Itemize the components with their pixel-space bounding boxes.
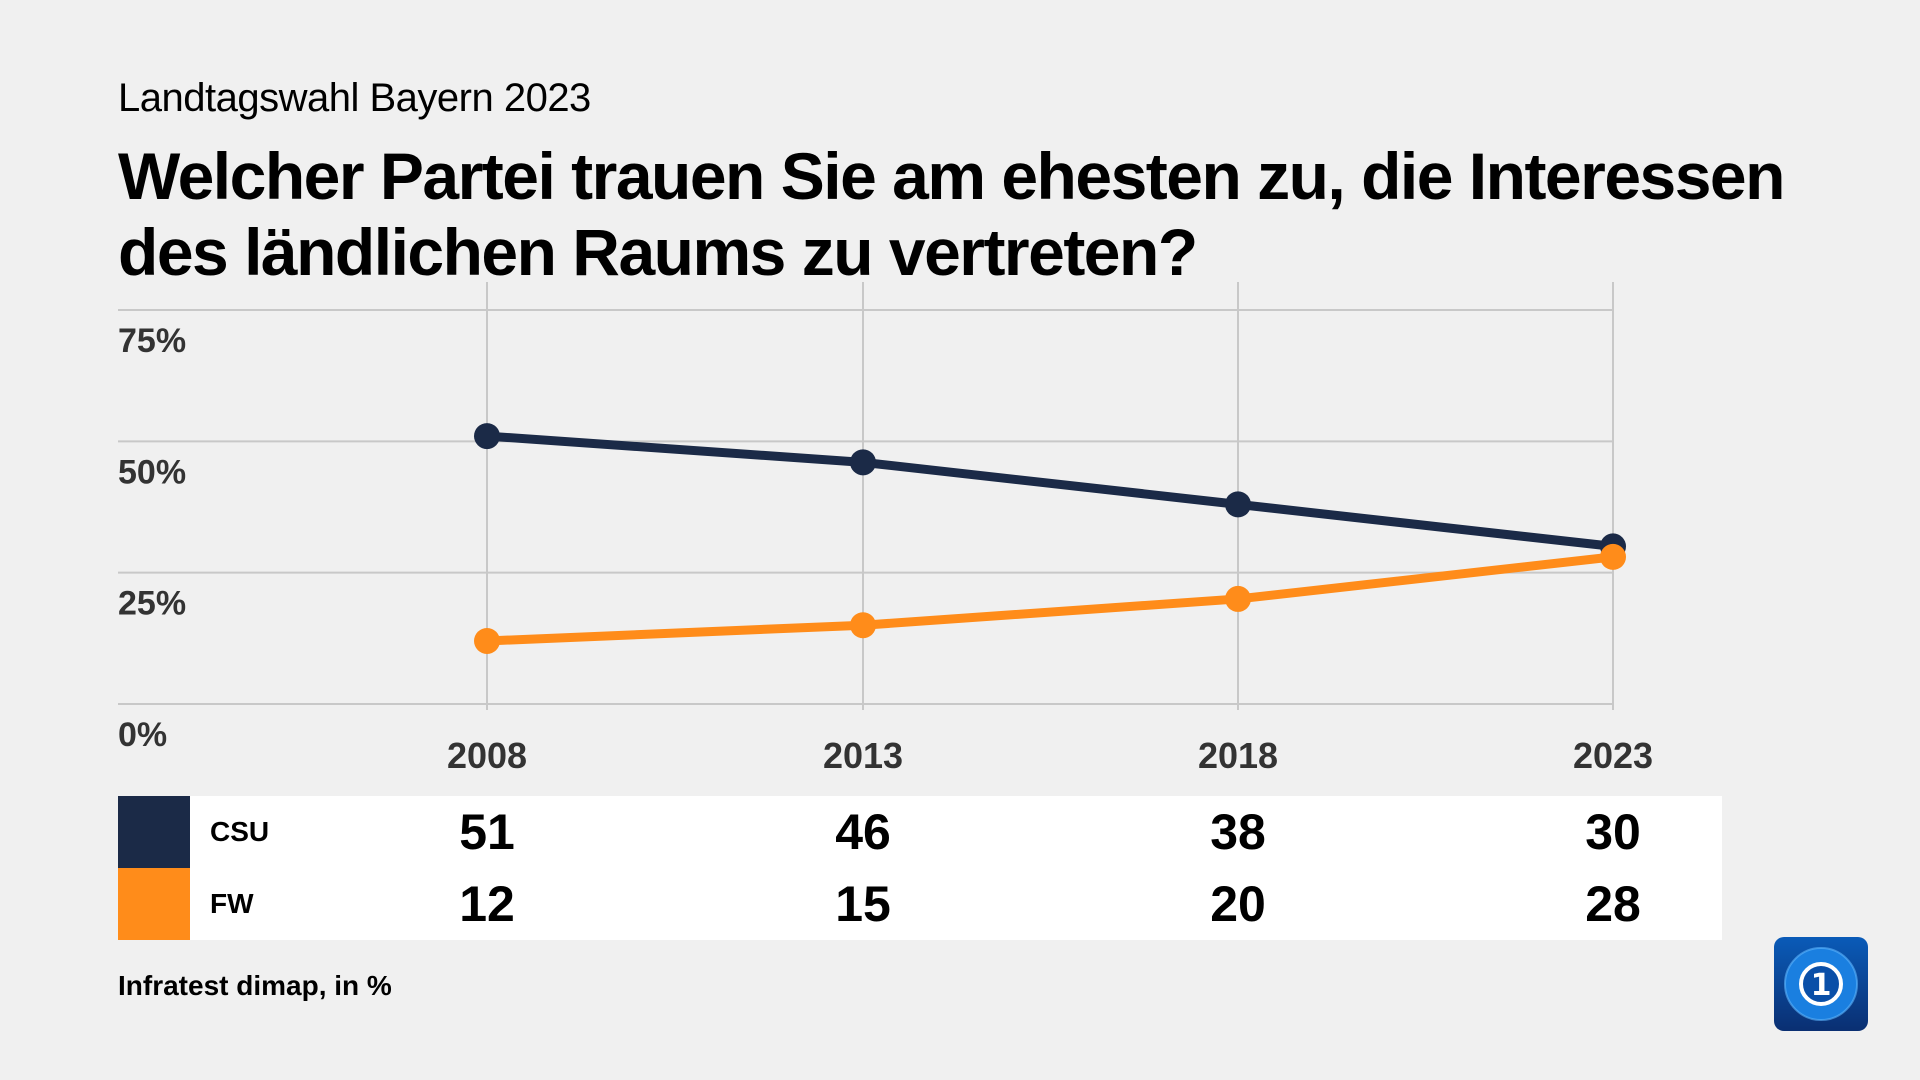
data-point-fw bbox=[850, 612, 876, 639]
y-tick-label: 25% bbox=[118, 585, 186, 623]
chart-title: Welcher Partei trauen Sie am ehesten zu,… bbox=[118, 139, 1785, 289]
tagesschau-logo: 1 bbox=[1774, 937, 1868, 1031]
chart-kicker: Landtagswahl Bayern 2023 bbox=[118, 76, 591, 120]
fw-swatch bbox=[118, 868, 190, 940]
y-tick-label: 0% bbox=[118, 716, 167, 754]
row-label: FW bbox=[210, 888, 254, 919]
series-line-fw bbox=[486, 552, 1614, 646]
cell: 28 bbox=[1585, 876, 1641, 932]
cell: 30 bbox=[1585, 804, 1641, 860]
x-tick-label: 2018 bbox=[1198, 735, 1278, 776]
data-point-fw bbox=[474, 627, 500, 654]
source-note: Infratest dimap, in % bbox=[118, 970, 392, 1001]
table-row-csu: CSU 51 46 38 30 bbox=[118, 796, 1722, 868]
data-point-csu bbox=[1225, 491, 1251, 518]
line-chart: 0% 25% 50% 75% 2008 2013 2018 2023 bbox=[118, 282, 1653, 776]
cell: 15 bbox=[835, 876, 891, 932]
cell: 20 bbox=[1210, 876, 1266, 932]
globe-icon: 1 bbox=[1784, 947, 1858, 1021]
series-line-csu bbox=[486, 431, 1614, 551]
data-point-csu bbox=[850, 449, 876, 476]
cell: 12 bbox=[459, 876, 515, 932]
data-point-csu bbox=[474, 423, 500, 450]
y-tick-label: 50% bbox=[118, 453, 186, 491]
cell: 51 bbox=[459, 804, 515, 860]
row-label: CSU bbox=[210, 816, 270, 847]
y-tick-label: 75% bbox=[118, 322, 186, 360]
data-point-fw bbox=[1225, 585, 1251, 612]
data-point-fw bbox=[1600, 543, 1626, 570]
x-tick-label: 2008 bbox=[447, 735, 527, 776]
x-tick-label: 2023 bbox=[1573, 735, 1653, 776]
cell: 46 bbox=[835, 804, 891, 860]
logo-text: 1 bbox=[1811, 968, 1832, 1003]
x-tick-label: 2013 bbox=[823, 735, 903, 776]
table-row-fw: FW 12 15 20 28 bbox=[118, 868, 1722, 940]
cell: 38 bbox=[1210, 804, 1266, 860]
csu-swatch bbox=[118, 796, 190, 868]
values-table: CSU 51 46 38 30 FW 12 15 20 28 bbox=[118, 796, 1722, 940]
